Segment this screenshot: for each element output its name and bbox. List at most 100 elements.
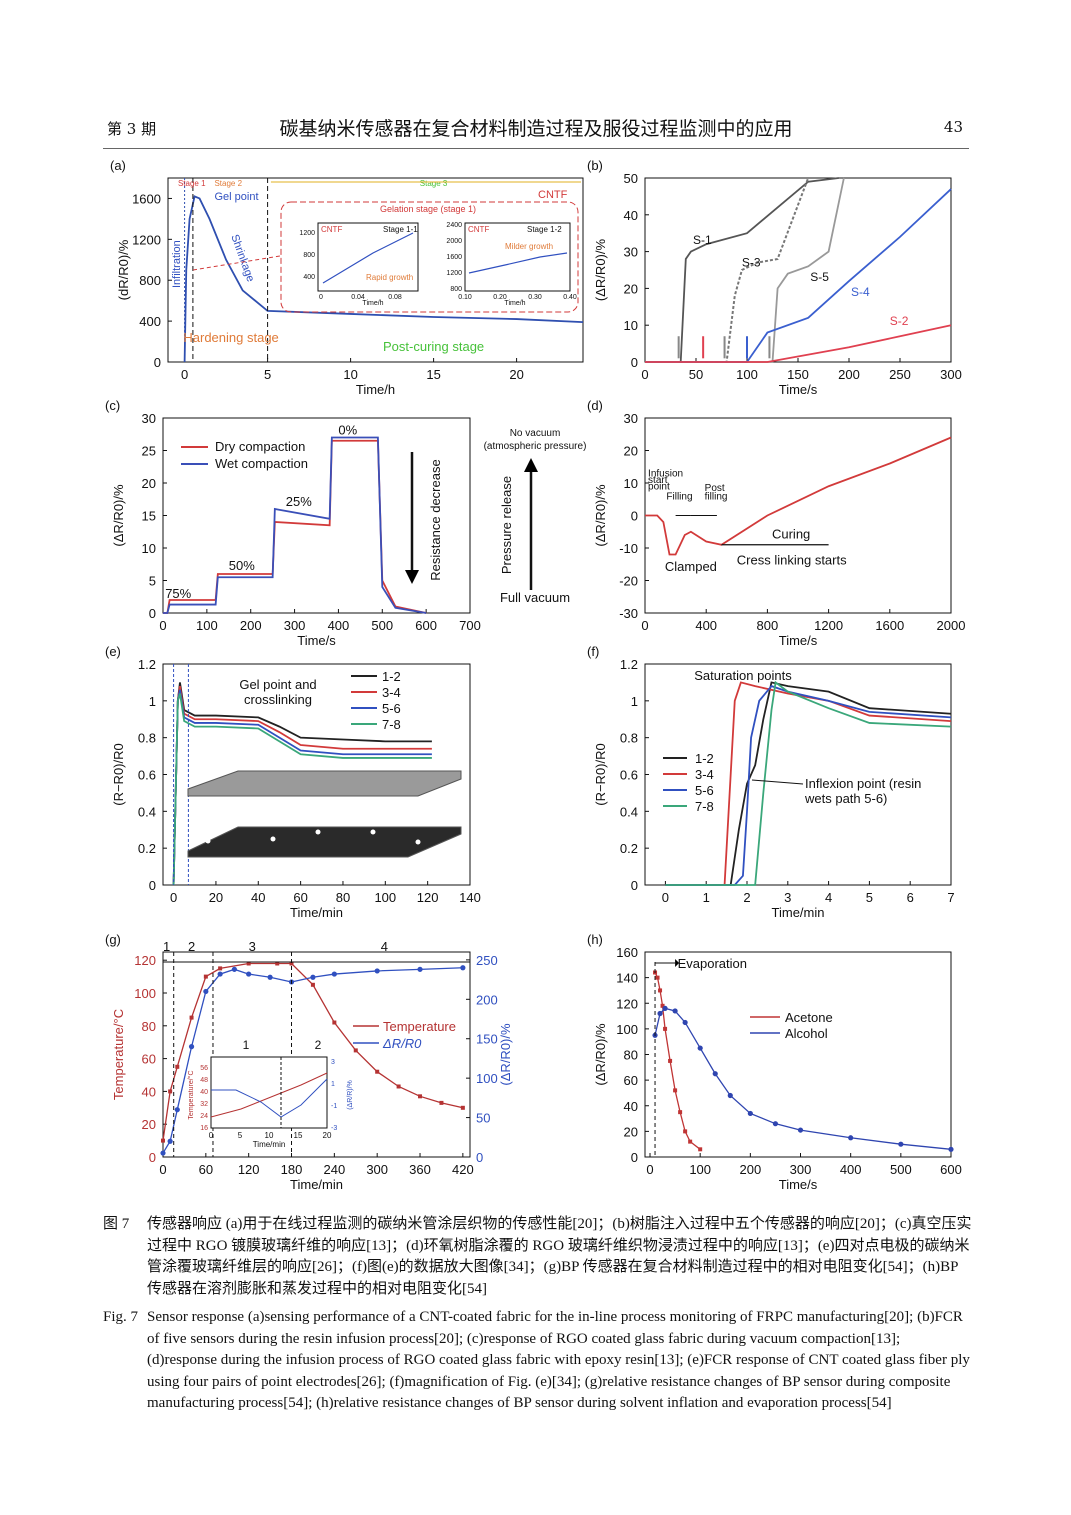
legend-temp: Temperature [383,1019,456,1034]
stage-4-label: 4 [381,939,388,954]
y2-tick-label: 50 [476,1111,490,1126]
gelation-box [280,201,579,313]
temp-marker [218,966,223,971]
x-axis-label: Time/s [779,1177,818,1192]
gel-label-2: crosslinking [244,692,312,707]
inset-ytick: 56 [200,1065,208,1072]
post-curing-label: Post-curing stage [383,339,484,354]
temp-marker [460,1105,465,1110]
running-title: 碳基纳米传感器在复合材料制造过程及服役过程监测中的应用 [279,118,793,140]
x-tick-label: 500 [890,1162,912,1177]
inset-1-tick: 0.04 [351,294,365,301]
y-tick-label: 50 [624,171,638,186]
y-tick-label: 5 [149,574,156,589]
caption-chinese: 图 7 传感器响应 (a)用于在线过程监测的碳纳米管涂层织物的传感性能[20]；… [103,1214,973,1300]
x-tick-label: 300 [940,367,962,382]
inset-frame [210,1056,328,1129]
y-tick-label: 30 [624,245,638,260]
y2-tick-label: 200 [476,992,498,1007]
y2-tick-label: 250 [476,953,498,968]
inset-y2label: (ΔR/R)/% [347,1080,354,1110]
inset-ylabel: Temperature/°C [187,1070,195,1119]
series-7-8 [172,693,432,886]
series-S-1 [645,177,839,363]
panel-g: 0 60 120 180 240 300 360 420020406080100120(g)T… [105,932,513,1192]
pct-75: 75% [165,586,191,601]
inset-ytick: 48 [200,1077,208,1084]
electrode-dot [415,839,421,845]
acetone-marker [683,1129,688,1134]
inset-y2tick: 3 [331,1059,335,1066]
y-tick-label: 0.8 [620,731,638,746]
S-3-label: S-3 [742,255,761,269]
acetone-marker [658,988,663,993]
inset-1-tick: 0.08 [388,294,402,301]
legend-l2: 3-4 [695,767,714,782]
legend-l1: 1-2 [695,751,714,766]
temp-marker [439,1100,444,1105]
caption-cn-label: 图 7 [103,1216,130,1232]
clamped-label: Clamped [665,559,717,574]
gelation-pointer [192,255,281,271]
post-filling-label: filling [705,491,728,502]
y-tick-label: 1 [631,694,638,709]
panel-label: (e) [105,644,121,659]
x-tick-label: 2 [743,890,750,905]
x-tick-label: 5 [264,367,271,382]
y-tick-label: 0 [631,1150,638,1165]
y-tick-label: 100 [616,1022,638,1037]
alcohol-marker [848,1135,854,1141]
cntf-label: CNTF [538,189,568,201]
caption-en-text: Sensor response (a)sensing performance o… [147,1309,970,1411]
y-tick-label: 0.8 [138,731,156,746]
legend-dry: Dry compaction [215,439,305,454]
plot-frame [162,951,471,1158]
pct-50: 50% [229,558,255,573]
acetone-marker [660,1003,665,1008]
stage-1-label: 1 [163,939,170,954]
series-S-5 [645,177,845,363]
y-tick-label: 0.2 [138,841,156,856]
inset-2-tick: 0.40 [563,294,577,301]
y-axis-label: (dR/R0)/% [116,239,131,300]
inset-1-ytick: 800 [303,252,315,259]
plot-frame [644,951,952,1158]
y-tick-label: 20 [624,444,638,459]
legend-l4: 7-8 [695,799,714,814]
legend-l4: 7-8 [382,717,401,732]
series-5-6 [665,685,952,886]
dR-marker [310,974,316,980]
stage2-label: Stage 2 [214,179,242,188]
pressure-arrow-head [524,458,538,472]
series-1-2 [665,681,952,886]
panel-label: (h) [587,932,603,947]
alcohol-marker [898,1141,904,1147]
page-header: 第 3 期 碳基纳米传感器在复合材料制造过程及服役过程监测中的应用 43 [103,112,969,149]
x-tick-label: 120 [238,1162,260,1177]
y-tick-label: 40 [624,1099,638,1114]
y-tick-label: 0 [149,606,156,621]
temp-marker [418,1094,423,1099]
y-axis-label: (ΔR/R0)/% [593,484,608,547]
post-label: Post [705,483,725,494]
shrinkage-label: Shrinkage [228,233,256,284]
stage1-label: Stage 1 [178,179,206,188]
y-tick-label: 0 [149,1150,156,1165]
acetone-marker [663,1026,668,1031]
y-tick-label: 20 [142,476,156,491]
dR-marker [267,974,273,980]
temp-marker [189,1015,194,1020]
legend-alcohol: Alcohol [785,1026,828,1041]
temp-marker [375,1069,380,1074]
inflexion-pointer [751,779,804,785]
inset-2-tick: 0.10 [458,294,472,301]
S-5-label: S-5 [810,270,829,284]
filling-label: Filling [666,491,692,502]
x-tick-label: 7 [947,890,954,905]
y-tick-label: 80 [624,1048,638,1063]
y-tick-label: 30 [142,411,156,426]
alcohol-marker [772,1121,779,1127]
point-label: point [648,482,670,493]
y-tick-label: 10 [624,318,638,333]
issue-number: 第 3 期 [107,120,157,138]
